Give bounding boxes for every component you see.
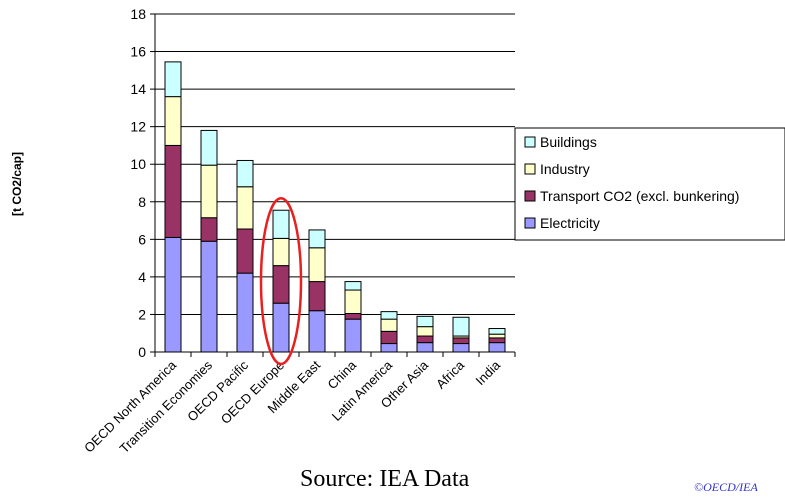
bar-segment: [380, 330, 398, 345]
y-tick-label: 12: [130, 119, 146, 135]
bar-segment: [272, 237, 290, 267]
category-label: Africa: [433, 357, 468, 392]
y-tick-label: 18: [130, 6, 146, 22]
bar-segment: [200, 129, 218, 166]
bar-segment: [344, 313, 362, 320]
y-tick-label: 14: [130, 81, 146, 97]
legend-label: Electricity: [540, 215, 600, 231]
source-caption: Source: IEA Data: [300, 466, 470, 492]
bar-segment: [200, 164, 218, 219]
bar-segment: [236, 186, 254, 230]
bar-segment: [344, 318, 362, 353]
bar-segment: [200, 240, 218, 353]
legend-label: Transport CO2 (excl. bunkering): [540, 188, 739, 204]
bar-segment: [236, 228, 254, 274]
axes: [154, 14, 516, 357]
legend-swatch: [524, 163, 536, 175]
bar-segment: [416, 335, 434, 344]
bar-segment: [488, 328, 506, 335]
bar-segment: [272, 265, 290, 304]
bar-segment: [380, 343, 398, 353]
bar-segment: [164, 144, 182, 238]
bar-segment: [344, 289, 362, 315]
category-label: India: [473, 357, 504, 388]
copyright-notice: ©OECD/IEA: [694, 480, 758, 494]
bar-segment: [488, 337, 506, 344]
bar-segment: [308, 247, 326, 283]
bar-segment: [416, 326, 434, 337]
y-tick-label: 8: [138, 194, 146, 210]
bar-segment: [164, 96, 182, 146]
legend-label: Industry: [540, 161, 590, 177]
bar-segment: [308, 229, 326, 249]
bar-segment: [272, 302, 290, 353]
bar-segment: [164, 61, 182, 98]
bar-segment: [380, 318, 398, 332]
bar-segment: [200, 217, 218, 242]
y-tick-label: 4: [138, 269, 146, 285]
bar-segment: [488, 333, 506, 339]
legend-swatch: [524, 136, 536, 148]
bar-segment: [380, 311, 398, 320]
bar-segment: [452, 316, 470, 337]
y-axis-ticks: 0 2 4 6 8 10 12 14 16 18: [130, 6, 155, 360]
bar-segment: [452, 343, 470, 353]
y-tick-label: 0: [138, 344, 146, 360]
bar-segment: [164, 236, 182, 353]
legend-box: [514, 127, 785, 241]
y-tick-label: 16: [130, 44, 146, 60]
bar-segment: [344, 281, 362, 291]
y-tick-label: 10: [130, 156, 146, 172]
y-axis-label: [t CO2/cap]: [10, 152, 24, 216]
y-tick-label: 6: [138, 231, 146, 247]
highlight-ellipse: [259, 196, 303, 366]
bar-segment: [452, 337, 470, 345]
legend-swatch: [524, 217, 536, 229]
bar-segment: [416, 315, 434, 328]
bar-segment: [236, 159, 254, 188]
bar-segment: [272, 209, 290, 239]
bar-segment: [308, 310, 326, 353]
bar-segment: [488, 342, 506, 353]
bar-segment: [308, 281, 326, 312]
y-tick-label: 2: [138, 306, 146, 322]
legend-label: Buildings: [540, 134, 597, 150]
bar-segment: [236, 272, 254, 353]
legend-swatch: [524, 190, 536, 202]
bar-segment: [416, 342, 434, 353]
bars: [164, 61, 506, 353]
legend: Buildings Industry Transport CO2 (excl. bu…: [514, 127, 785, 241]
